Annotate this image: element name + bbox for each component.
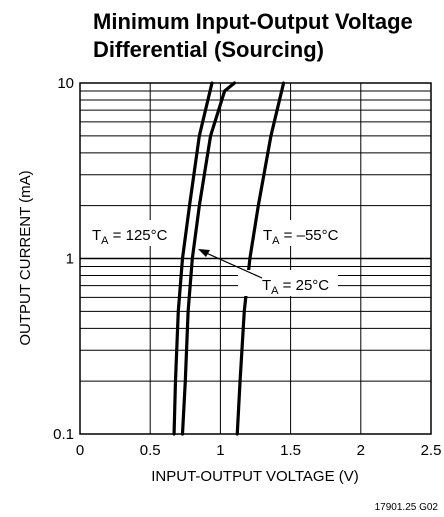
y-tick-label: 0.1 [53,426,74,443]
label-bg-m55 [261,220,357,246]
x-axis-label: INPUT-OUTPUT VOLTAGE (V) [151,468,359,485]
chart-title-line1: Minimum Input-Output Voltage [93,9,413,34]
x-tick-label: 0.5 [140,442,161,459]
series-label-125-sub: A [101,235,109,247]
chart-title-line2: Differential (Sourcing) [93,37,324,62]
y-tick-label: 1 [66,251,74,268]
series-label-125: TA = 125°C [92,227,168,247]
x-tick-label: 2.5 [421,442,442,459]
series-label-m55-main: T [263,227,272,244]
x-tick-label: 1 [216,442,224,459]
y-tick-label: 10 [57,75,74,92]
y-axis-label: OUTPUT CURRENT (mA) [17,170,34,345]
series-label-125-rest: = 125°C [109,227,168,244]
series-line-2 [235,81,286,436]
series-label-m55: TA = –55°C [263,227,339,247]
footnote: 17901.25 G02 [375,502,439,513]
series-label-25-main: T [262,277,271,294]
ticks: 0 0.5 1 1.5 2 2.5 0.1 1 10 [53,75,441,459]
curves [172,81,286,436]
x-tick-label: 2 [357,442,365,459]
leader-arrowhead-25 [198,249,210,257]
series-line-0 [172,81,214,436]
series-label-25-rest: = 25°C [279,277,330,294]
series-label-125-main: T [92,227,101,244]
label-bg-125 [90,220,182,246]
leader-line-25 [203,251,263,279]
series-label-m55-sub: A [272,235,280,247]
plot-frame [79,82,432,435]
x-tick-label: 1.5 [280,442,301,459]
series-label-25-sub: A [271,285,279,297]
series-label-25: TA = 25°C [262,277,329,297]
x-tick-label: 0 [76,442,84,459]
series-line-1 [180,81,237,436]
series-label-m55-rest: = –55°C [280,227,339,244]
grid [80,83,431,434]
